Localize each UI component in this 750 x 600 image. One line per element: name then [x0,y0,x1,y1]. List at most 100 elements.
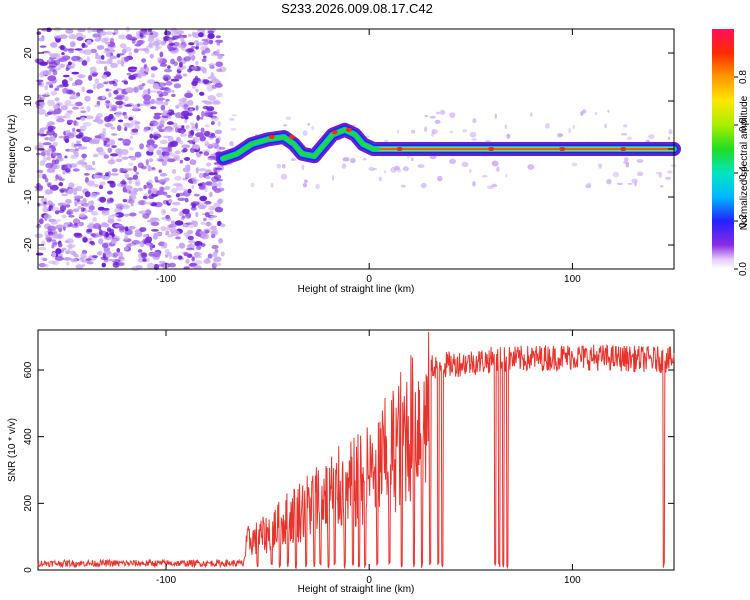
ridge-speck [616,182,624,185]
noise-speck [73,120,77,126]
noise-speck [191,66,197,70]
noise-speck [121,80,128,83]
noise-speck [118,119,124,123]
noise-speck [43,214,52,220]
noise-speck [203,55,207,59]
noise-speck [167,146,173,152]
noise-speck [74,222,78,227]
noise-speck [180,130,185,134]
noise-speck [165,98,170,102]
noise-speck [52,241,58,246]
noise-speck [110,173,120,176]
ridge-speck [424,126,428,132]
noise-speck [198,172,204,179]
noise-speck [201,100,209,103]
noise-speck [66,261,70,266]
noise-speck [204,124,210,128]
noise-speck [172,182,182,187]
noise-speck [116,248,121,253]
noise-speck [102,252,106,259]
noise-speck [38,246,47,251]
ridge-speck [627,182,634,185]
noise-speck [202,149,211,153]
noise-speck [65,198,72,204]
noise-speck [200,127,205,134]
noise-speck [64,155,68,159]
noise-speck [54,97,60,102]
noise-speck [47,225,57,232]
noise-speck [215,35,221,39]
noise-speck [124,56,130,62]
noise-speck [100,131,107,138]
noise-speck [147,37,155,43]
noise-speck [152,252,161,258]
noise-speck [191,54,196,61]
noise-speck [146,79,156,84]
noise-speck [174,150,181,155]
noise-speck [142,195,148,200]
noise-speck [115,100,124,106]
noise-speck [146,139,155,146]
noise-speck [75,134,83,139]
noise-speck [116,88,123,91]
noise-speck [171,90,175,93]
noise-speck [128,212,137,217]
ridge-speck [368,166,375,172]
noise-speck [187,239,196,244]
noise-speck [63,135,70,142]
noise-speck [163,242,168,248]
noise-speck [198,168,207,172]
noise-speck [143,89,149,96]
ridge-speck [504,124,507,130]
y-tick-label: 200 [23,495,34,512]
noise-speck [188,42,195,46]
noise-speck [146,262,155,270]
noise-speck [96,147,104,153]
noise-speck [137,187,143,192]
ridge-speck [332,175,335,181]
ridge-speck [607,109,610,113]
ridge-speck [594,111,598,116]
noise-speck [56,219,61,222]
x-tick-label: -100 [156,575,176,586]
noise-speck [185,164,191,170]
ridge-speck [282,163,286,169]
ridge-speck [420,182,427,189]
noise-speck [214,206,224,213]
ridge-speck [372,168,377,171]
noise-speck [167,158,176,163]
noise-speck [56,85,64,88]
noise-speck [84,173,90,176]
ridge-speck [397,168,402,173]
noise-speck [107,171,112,177]
x-tick-label: 0 [366,575,372,586]
noise-speck [203,151,210,156]
noise-speck [73,232,82,237]
noise-speck [109,37,115,43]
noise-speck [199,151,203,154]
noise-speck [154,99,164,105]
noise-speck [213,174,222,180]
noise-speck [85,115,94,120]
noise-speck [42,173,47,180]
noise-speck [171,188,178,193]
noise-speck [217,120,221,127]
noise-speck [153,32,159,37]
noise-speck [72,127,76,132]
noise-speck [142,48,149,52]
noise-speck [203,217,207,222]
noise-speck [100,223,110,228]
noise-speck [70,258,78,263]
noise-speck [131,240,141,245]
ridge-speck [621,133,627,136]
noise-speck [91,73,98,77]
noise-speck [215,256,221,261]
noise-speck [191,179,199,182]
noise-speck [70,135,74,139]
ridge-speck [365,135,370,138]
noise-speck [179,159,183,164]
noise-speck [211,116,220,122]
noise-speck [166,194,172,198]
ridge-speck [585,184,592,189]
